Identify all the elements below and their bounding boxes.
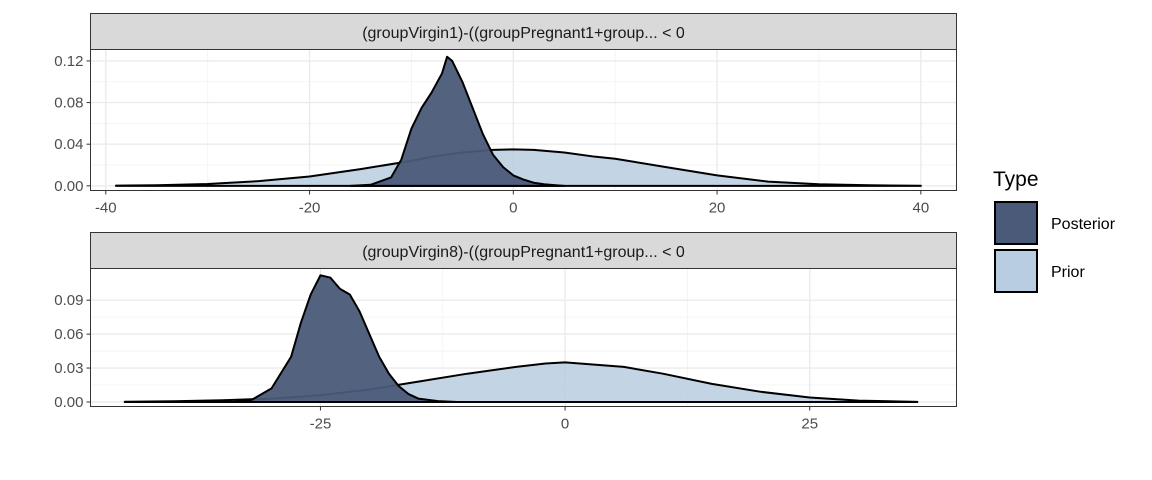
y-tick-label: 0.04 bbox=[54, 136, 83, 153]
facet-panel-2: (groupVirgin8)-((groupPregnant1+group...… bbox=[54, 232, 957, 433]
legend-key-prior bbox=[994, 249, 1038, 293]
facet-2-x-axis: -25 0 25 bbox=[310, 406, 818, 433]
x-tick-label: 0 bbox=[509, 200, 517, 217]
x-tick-label: -20 bbox=[299, 200, 321, 217]
y-tick-label: 0.09 bbox=[54, 292, 83, 309]
density-posterior-area bbox=[349, 55, 566, 187]
x-tick-label: 0 bbox=[561, 416, 569, 433]
facet-2-density-areas bbox=[123, 274, 919, 403]
facet-2-y-axis: 0.00 0.03 0.06 0.09 bbox=[54, 292, 91, 411]
facet-1-strip bbox=[90, 13, 957, 50]
density-posterior-area bbox=[231, 274, 459, 403]
facet-panel-1: (groupVirgin1)-((groupPregnant1+group...… bbox=[54, 13, 957, 217]
y-tick-label: 0.00 bbox=[54, 394, 83, 411]
y-tick-label: 0.00 bbox=[54, 178, 83, 195]
legend: Type Posterior Prior bbox=[993, 168, 1116, 293]
x-tick-label: 25 bbox=[801, 416, 818, 433]
facet-1-x-axis: -40 -20 0 20 40 bbox=[95, 190, 929, 217]
legend-title: Type bbox=[993, 168, 1039, 191]
y-tick-label: 0.03 bbox=[54, 360, 83, 377]
facet-1-density-areas bbox=[114, 55, 922, 187]
y-tick-label: 0.06 bbox=[54, 326, 83, 343]
x-tick-label: 20 bbox=[709, 200, 726, 217]
legend-label-prior: Prior bbox=[1051, 264, 1085, 281]
legend-key-posterior bbox=[994, 201, 1038, 245]
facet-1-y-axis: 0.00 0.04 0.08 0.12 bbox=[54, 53, 91, 195]
y-tick-label: 0.12 bbox=[54, 53, 83, 70]
x-tick-label: -25 bbox=[310, 416, 332, 433]
facet-2-title: (groupVirgin8)-((groupPregnant1+group...… bbox=[362, 244, 685, 261]
facet-1-title: (groupVirgin1)-((groupPregnant1+group...… bbox=[362, 25, 685, 42]
density-prior-area bbox=[114, 148, 922, 187]
facet-1-panel-border bbox=[90, 49, 957, 191]
facet-2-strip bbox=[90, 232, 957, 269]
x-tick-label: 40 bbox=[912, 200, 929, 217]
x-tick-label: -40 bbox=[95, 200, 117, 217]
y-tick-label: 0.08 bbox=[54, 95, 83, 112]
facet-2-panel-border bbox=[90, 268, 957, 407]
legend-label-posterior: Posterior bbox=[1051, 216, 1116, 233]
